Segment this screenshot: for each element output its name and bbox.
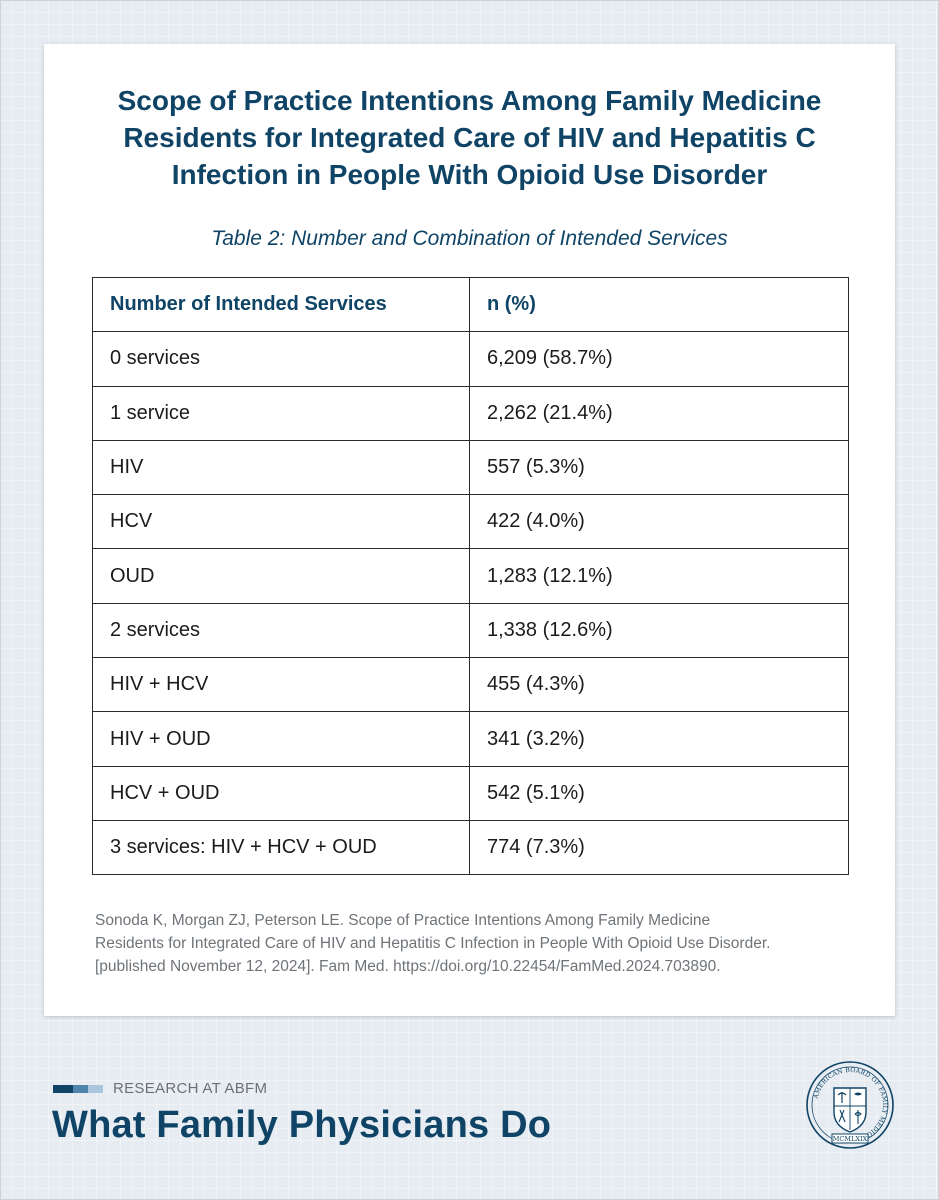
brand-bar-segment bbox=[88, 1085, 103, 1093]
service-cell: HIV bbox=[92, 439, 470, 496]
header-n-percent: n (%) bbox=[469, 276, 849, 333]
citation-line: Sonoda K, Morgan ZJ, Peterson LE. Scope … bbox=[95, 912, 711, 929]
count-cell: 557 (5.3%) bbox=[469, 439, 849, 496]
count-cell: 422 (4.0%) bbox=[469, 494, 849, 550]
title-line: Residents for Integrated Care of HIV and… bbox=[123, 122, 816, 153]
count-cell: 774 (7.3%) bbox=[469, 819, 849, 876]
count-cell: 542 (5.1%) bbox=[469, 765, 849, 821]
table-row: HCV 422 (4.0%) bbox=[92, 494, 849, 550]
citation: Sonoda K, Morgan ZJ, Peterson LE. Scope … bbox=[95, 909, 865, 978]
header-intended-services: Number of Intended Services bbox=[92, 276, 470, 333]
count-cell: 341 (3.2%) bbox=[469, 711, 849, 767]
brand-color-bar bbox=[53, 1085, 103, 1093]
series-title: What Family Physicians Do bbox=[52, 1104, 552, 1146]
brand-bar-segment bbox=[53, 1085, 73, 1093]
count-cell: 455 (4.3%) bbox=[469, 657, 849, 713]
service-cell: HCV bbox=[92, 494, 470, 550]
title-line: Infection in People With Opioid Use Diso… bbox=[171, 159, 768, 190]
table-row: 3 services: HIV + HCV + OUD 774 (7.3%) bbox=[92, 819, 849, 876]
table-header-row: Number of Intended Services n (%) bbox=[92, 276, 849, 333]
count-cell: 1,283 (12.1%) bbox=[469, 548, 849, 604]
seal-year: MCMLXIX bbox=[833, 1135, 868, 1143]
table-row: 2 services 1,338 (12.6%) bbox=[92, 602, 849, 659]
table-row: 0 services 6,209 (58.7%) bbox=[92, 331, 849, 387]
table-row: HIV + HCV 455 (4.3%) bbox=[92, 657, 849, 713]
count-cell: 2,262 (21.4%) bbox=[469, 385, 849, 441]
table-row: 1 service 2,262 (21.4%) bbox=[92, 385, 849, 441]
brand-bar-segment bbox=[73, 1085, 88, 1093]
service-cell: HCV + OUD bbox=[92, 765, 470, 821]
document-card: Scope of Practice Intentions Among Famil… bbox=[44, 44, 895, 1016]
table-row: OUD 1,283 (12.1%) bbox=[92, 548, 849, 604]
count-cell: 6,209 (58.7%) bbox=[469, 331, 849, 387]
service-cell: 1 service bbox=[92, 385, 470, 441]
table-row: HIV 557 (5.3%) bbox=[92, 439, 849, 496]
abfm-seal-icon: AMERICAN BOARD OF FAMILY MEDICINE MCMLXI… bbox=[806, 1061, 894, 1149]
services-table: Number of Intended Services n (%) 0 serv… bbox=[92, 276, 849, 876]
table-caption: Table 2: Number and Combination of Inten… bbox=[211, 227, 728, 250]
service-cell: 0 services bbox=[92, 331, 470, 387]
series-label: RESEARCH AT ABFM bbox=[113, 1080, 268, 1097]
service-cell: 3 services: HIV + HCV + OUD bbox=[92, 819, 470, 876]
title-line: Scope of Practice Intentions Among Famil… bbox=[117, 85, 822, 116]
table-row: HCV + OUD 542 (5.1%) bbox=[92, 765, 849, 821]
service-cell: 2 services bbox=[92, 602, 470, 659]
citation-line: Residents for Integrated Care of HIV and… bbox=[95, 935, 771, 952]
service-cell: OUD bbox=[92, 548, 470, 604]
service-cell: HIV + HCV bbox=[92, 657, 470, 713]
document-title: Scope of Practice Intentions Among Famil… bbox=[74, 82, 865, 193]
count-cell: 1,338 (12.6%) bbox=[469, 602, 849, 659]
table-row: HIV + OUD 341 (3.2%) bbox=[92, 711, 849, 767]
service-cell: HIV + OUD bbox=[92, 711, 470, 767]
citation-line: [published November 12, 2024]. Fam Med. … bbox=[95, 958, 721, 975]
